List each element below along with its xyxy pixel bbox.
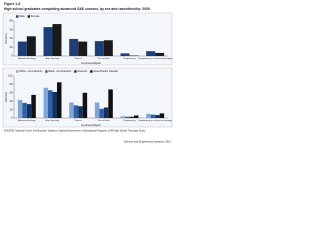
x-tick-label: Engineering or science technology [138, 57, 172, 60]
y-tick-label: 60 [10, 27, 13, 31]
y-tick-label: 80 [10, 19, 13, 23]
y-tick-label: 40 [10, 99, 13, 103]
bar [43, 27, 53, 56]
bar [155, 115, 160, 118]
bar [155, 52, 165, 56]
figure-label: Figure 1-6 [4, 2, 20, 6]
bar [103, 107, 109, 118]
y-tick-label: 80 [10, 82, 13, 86]
x-tick-label: Physics [74, 120, 82, 122]
x-tick-label: Any chemistry [46, 119, 61, 122]
bar [94, 41, 104, 56]
y-tick-label: 60 [10, 90, 13, 94]
bar [159, 113, 165, 118]
bar [125, 116, 130, 118]
bar [78, 106, 83, 118]
bar [17, 99, 23, 118]
figure: Figure 1-6 High school graduates complet… [2, 2, 173, 144]
bar [108, 89, 113, 118]
y-tick-label: 20 [10, 45, 13, 49]
legend-swatch [16, 70, 19, 73]
x-tick-label: Engineering [124, 119, 136, 122]
legend-swatch [16, 15, 19, 18]
legend-label: Black, non-Hispanic [48, 69, 72, 73]
y-axis-label: Percent [4, 92, 8, 103]
y-axis-label: Percent [4, 33, 8, 44]
bar [17, 41, 27, 56]
bar [99, 108, 104, 118]
legend-label: Asian/Pacific Islander [93, 69, 118, 73]
y-tick-label: 100 [8, 74, 13, 78]
figure-title: High school graduates completing advance… [4, 7, 150, 11]
y-tick-label: 20 [10, 107, 13, 111]
bar [103, 40, 113, 56]
bar [78, 41, 88, 56]
x-tick-label: Advanced biology [18, 119, 36, 122]
bar [120, 116, 126, 118]
bar [48, 90, 53, 118]
bar [69, 102, 74, 118]
bar [22, 102, 27, 118]
footer: Science and Engineering Indicators 2012 [124, 140, 172, 144]
legend-swatch [74, 70, 77, 73]
x-tick-label: Physics [74, 58, 82, 60]
y-tick-label: 40 [10, 36, 13, 40]
legend-label: Hispanic [77, 69, 88, 73]
bar [52, 91, 57, 118]
legend-label: Female [31, 14, 40, 18]
note: SOURCE: National Center for Education St… [4, 130, 146, 133]
legend-swatch [90, 70, 93, 73]
bar [150, 114, 156, 118]
bar [26, 104, 32, 118]
x-tick-label: Engineering [124, 57, 136, 60]
bar [82, 92, 88, 118]
bar [120, 53, 130, 56]
bar [26, 36, 36, 56]
bar [94, 102, 100, 118]
x-tick-label: Pre-calculus [98, 57, 111, 60]
bar [146, 113, 151, 118]
x-axis-label: Course/subject [81, 61, 101, 65]
legend-label: Male [19, 14, 25, 18]
bar [52, 24, 62, 56]
bar [146, 51, 156, 56]
y-tick-label: 0 [11, 54, 13, 58]
bar [56, 82, 62, 118]
bar [73, 105, 79, 118]
bar [31, 94, 36, 118]
x-tick-label: Pre-calculus [98, 119, 111, 122]
x-tick-label: Any chemistry [46, 57, 61, 60]
x-axis-label: Course/subject [81, 123, 101, 127]
x-tick-label: Advanced biology [18, 57, 36, 60]
x-tick-label: Engineering or science technology [138, 119, 172, 122]
page: Figure 1-6 High school graduates complet… [2, 1, 173, 144]
bar [69, 38, 79, 56]
bar [133, 115, 139, 118]
legend-swatch [45, 70, 48, 73]
bar [43, 87, 49, 118]
y-tick-label: 0 [11, 116, 13, 120]
legend-label: White, non-Hispanic [19, 69, 43, 73]
bar [129, 116, 134, 118]
legend-swatch [27, 15, 31, 18]
